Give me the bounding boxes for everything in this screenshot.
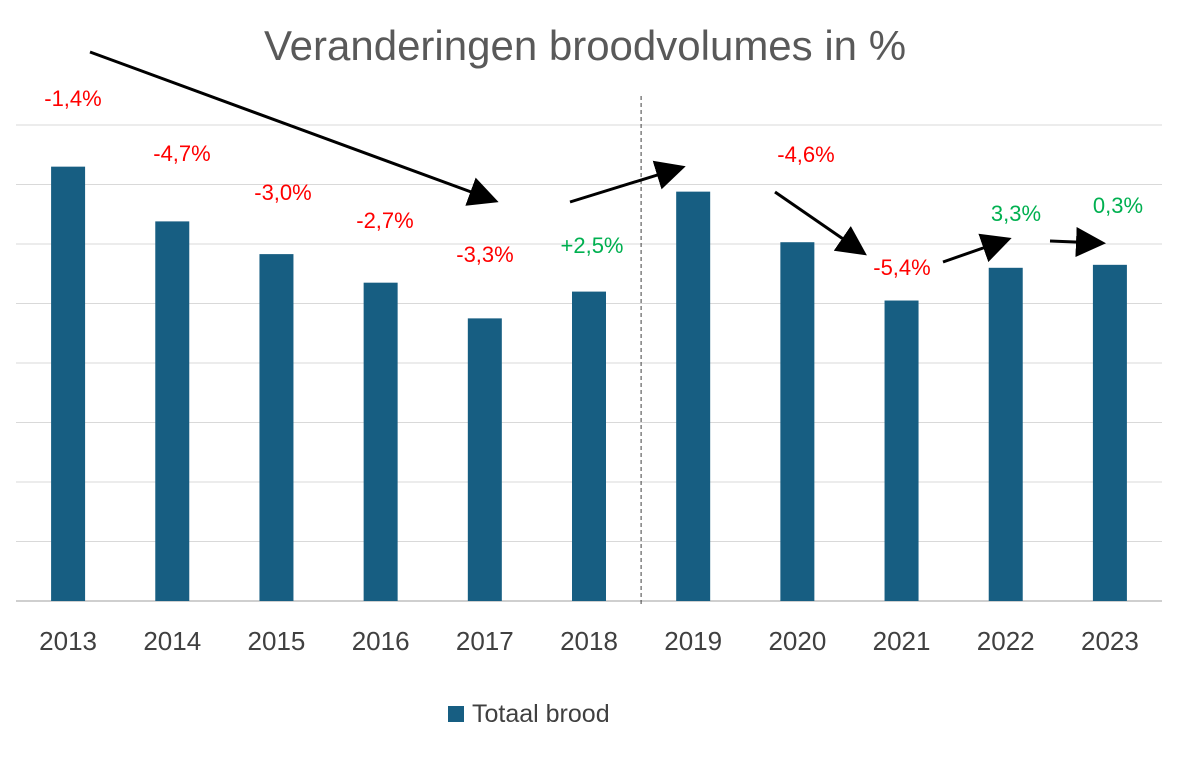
bar-2017 xyxy=(467,318,502,601)
trend-arrow xyxy=(569,160,686,204)
bar-2019 xyxy=(676,191,711,601)
trend-arrow xyxy=(774,190,867,256)
change-annotation: -3,3% xyxy=(456,242,513,267)
trend-arrow xyxy=(89,50,499,206)
trend-arrows xyxy=(89,50,1106,264)
bar-2013 xyxy=(51,166,86,601)
change-annotation: -3,0% xyxy=(254,180,311,205)
bar-2018 xyxy=(572,291,606,601)
x-tick-label: 2018 xyxy=(560,626,618,656)
change-annotation: 3,3% xyxy=(991,201,1041,226)
change-annotation: -4,7% xyxy=(153,141,210,166)
change-annotation: -5,4% xyxy=(873,255,930,280)
change-annotation: -4,6% xyxy=(777,142,834,167)
x-tick-label: 2017 xyxy=(456,626,514,656)
change-annotation: -2,7% xyxy=(356,208,413,233)
bar-2022 xyxy=(988,267,1023,601)
trend-arrow xyxy=(942,233,1012,264)
bar-2021 xyxy=(884,300,919,601)
bar-2014 xyxy=(155,221,190,601)
x-tick-label: 2014 xyxy=(143,626,201,656)
change-annotation: -1,4% xyxy=(44,86,101,111)
x-tick-label: 2021 xyxy=(873,626,931,656)
x-tick-label: 2016 xyxy=(352,626,410,656)
x-tick-label: 2015 xyxy=(248,626,306,656)
bar-2023 xyxy=(1092,264,1127,601)
change-annotation: +2,5% xyxy=(561,233,624,258)
x-tick-label: 2022 xyxy=(977,626,1035,656)
legend: Totaal brood xyxy=(448,698,610,730)
x-tick-label: 2019 xyxy=(664,626,722,656)
bar-2020 xyxy=(780,242,815,601)
x-tick-label: 2020 xyxy=(768,626,826,656)
legend-swatch xyxy=(448,706,464,722)
bar-2015 xyxy=(259,254,294,602)
change-annotation: 0,3% xyxy=(1093,193,1143,218)
chart-title: Veranderingen broodvolumes in % xyxy=(263,22,907,69)
trend-arrow xyxy=(1049,227,1106,258)
bar-2016 xyxy=(363,282,398,601)
x-tick-label: 2023 xyxy=(1081,626,1139,656)
legend-label: Totaal brood xyxy=(472,699,610,728)
x-tick-label: 2013 xyxy=(39,626,97,656)
